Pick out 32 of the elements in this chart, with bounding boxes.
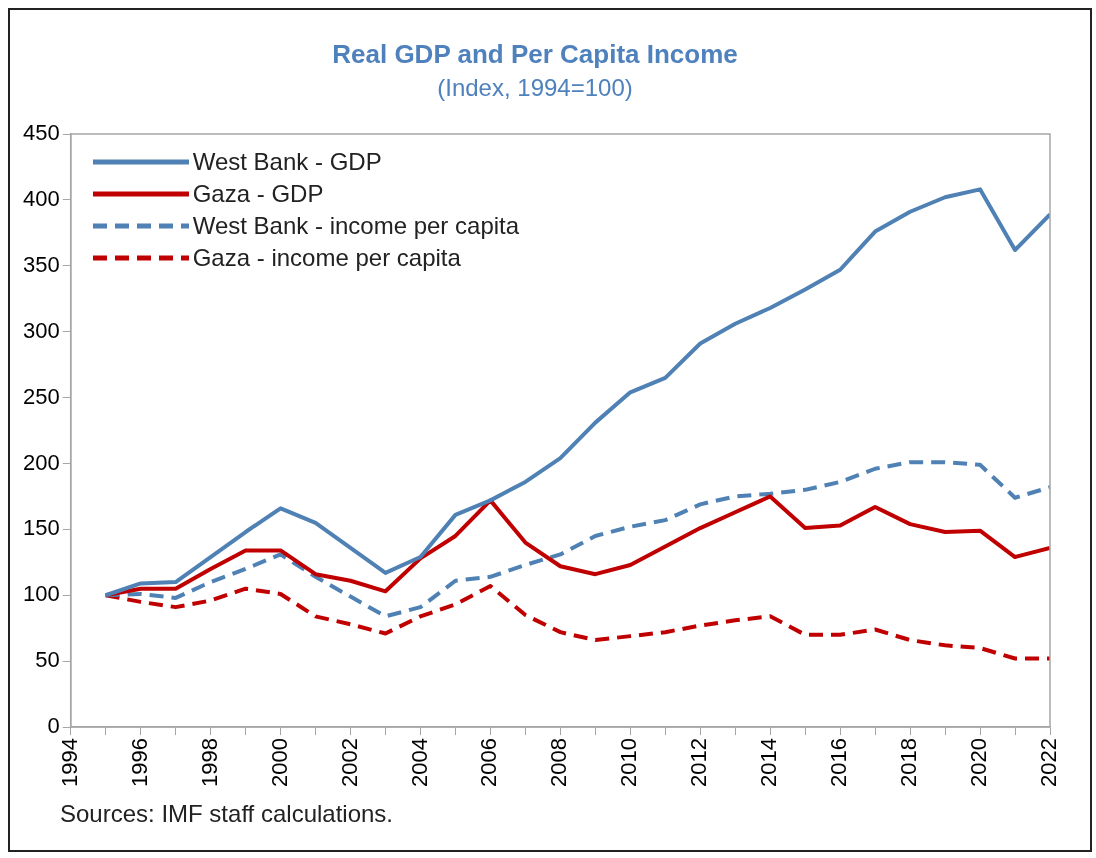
y-tick-label: 250 (22, 383, 60, 409)
x-tick-label: 2016 (826, 738, 852, 788)
x-tick-label: 2010 (616, 738, 642, 788)
x-tick-label: 2002 (336, 738, 362, 788)
x-tick-label: 1996 (126, 738, 152, 788)
x-tick-label: 2020 (966, 738, 992, 788)
y-tick-label: 50 (35, 647, 60, 673)
legend-label: West Bank - income per capita (192, 212, 520, 240)
y-tick-label: 200 (22, 449, 60, 475)
y-tick-label: 150 (22, 515, 60, 541)
y-tick-label: 0 (47, 713, 60, 739)
chart-title: Real GDP and Per Capita Income (332, 38, 738, 69)
x-tick-label: 1994 (56, 738, 82, 788)
y-tick-label: 400 (22, 185, 60, 211)
source-note: Sources: IMF staff calculations. (60, 800, 395, 828)
x-tick-label: 2018 (896, 738, 922, 788)
legend-label: Gaza - income per capita (192, 244, 461, 272)
y-tick-label: 100 (22, 581, 60, 607)
legend-label: West Bank - GDP (192, 148, 382, 176)
x-tick-label: 2000 (266, 738, 292, 788)
x-tick-label: 2022 (1036, 738, 1062, 788)
x-tick-label: 2004 (406, 738, 432, 788)
chart-subtitle: (Index, 1994=100) (437, 74, 633, 102)
x-tick-label: 2012 (686, 738, 712, 788)
x-tick-label: 2014 (756, 738, 782, 788)
y-tick-label: 300 (22, 317, 60, 343)
legend-label: Gaza - GDP (192, 180, 324, 208)
x-tick-label: 1998 (196, 738, 222, 788)
y-tick-label: 450 (22, 120, 60, 146)
x-tick-label: 2008 (546, 738, 572, 788)
y-tick-label: 350 (22, 251, 60, 277)
x-tick-label: 2006 (476, 738, 502, 788)
